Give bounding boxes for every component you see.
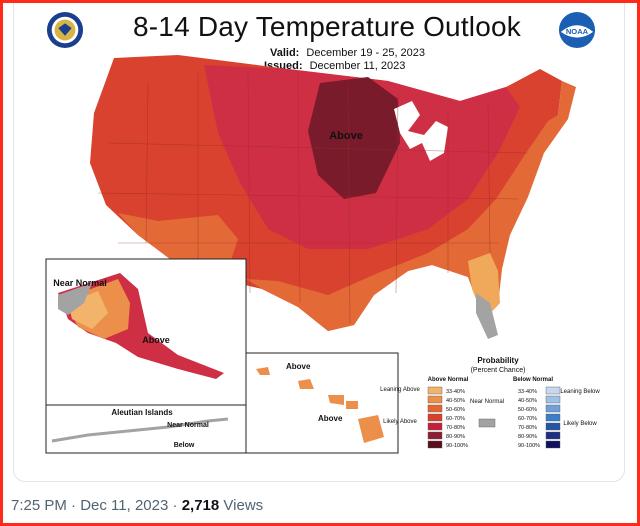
legend-above-swatch	[427, 413, 443, 422]
forecast-map: Above Near Normal Above Aleutian Islands…	[45, 55, 600, 454]
legend-below-range: 80-90%	[518, 434, 537, 440]
valid-value: December 19 - 25, 2023	[306, 47, 426, 59]
legend-below-swatch	[545, 395, 561, 404]
label-above-hi-1: Above	[286, 362, 311, 371]
legend-above-header: Above Normal	[428, 377, 469, 383]
separator-dot: ·	[71, 497, 77, 514]
legend-below-range: 33-40%	[518, 389, 537, 395]
legend-below-swatch	[545, 386, 561, 395]
legend-above-range: 70-80%	[446, 425, 465, 431]
florida-near-normal	[476, 293, 498, 339]
legend-above-swatch	[427, 395, 443, 404]
legend-below-range: 40-50%	[518, 398, 537, 404]
southwest-zone-40-50	[118, 213, 238, 269]
legend-below-swatch	[545, 404, 561, 413]
legend-above-range: 90-100%	[446, 443, 468, 449]
legend-below-swatch	[545, 413, 561, 422]
legend-leaning-above: Leaning Above	[380, 387, 420, 393]
alaska-near-normal	[58, 283, 92, 315]
views-label[interactable]: Views	[223, 497, 264, 514]
legend-likely-above: Likely Above	[383, 419, 417, 425]
conus-zone-80-90	[308, 77, 400, 199]
outlook-map-image[interactable]: NOAA 8-14 Day Temperature Outlook Valid:…	[28, 3, 624, 469]
aleutian-chain	[51, 417, 229, 443]
legend-title: Probability	[477, 356, 519, 365]
svg-text:NOAA: NOAA	[566, 27, 589, 36]
valid-line: Valid: December 19 - 25, 2023	[270, 47, 425, 59]
post-time[interactable]: 7:25 PM	[11, 497, 67, 514]
legend-below-swatch	[545, 422, 561, 431]
label-aleutian: Aleutian Islands	[111, 408, 173, 417]
conus-zone-33-40	[468, 253, 500, 319]
label-above-main: Above	[329, 130, 363, 142]
legend-above-swatch	[427, 440, 443, 449]
legend-above-swatch	[427, 404, 443, 413]
legend-above-range: 80-90%	[446, 434, 465, 440]
legend-below-range: 60-70%	[518, 416, 537, 422]
great-lakes	[394, 101, 448, 161]
issued-value: December 11, 2023	[309, 60, 406, 72]
post-date[interactable]: Dec 11, 2023	[80, 497, 169, 514]
map-title: 8-14 Day Temperature Outlook	[133, 11, 521, 42]
label-above-hi-2: Above	[318, 414, 343, 423]
valid-label: Valid:	[270, 47, 300, 59]
post-card: NOAA 8-14 Day Temperature Outlook Valid:…	[13, 3, 625, 482]
legend-below-range: 70-80%	[518, 425, 537, 431]
legend-subtitle: (Percent Chance)	[471, 367, 526, 374]
separator-dot: ·	[172, 497, 178, 514]
noaa-logo-icon: NOAA	[558, 11, 596, 49]
legend-above-swatch	[427, 386, 443, 395]
legend-leaning-below: Leaning Below	[560, 389, 600, 395]
hawaii-islands	[256, 367, 384, 443]
state-lines	[97, 72, 529, 324]
legend-above-swatch	[427, 431, 443, 440]
label-near-normal-al: Near Normal	[167, 422, 209, 429]
label-near-normal-ak: Near Normal	[53, 278, 107, 288]
legend-near-normal: Near Normal	[470, 399, 504, 405]
legend-above-range: 60-70%	[446, 416, 465, 422]
label-above-ak: Above	[142, 335, 170, 345]
legend-above-swatch	[427, 422, 443, 431]
legend: Probability (Percent Chance) Above Norma…	[380, 356, 600, 449]
legend-below-swatch	[545, 431, 561, 440]
views-count: 2,718	[181, 497, 220, 514]
legend-near-swatch	[478, 418, 496, 428]
commerce-seal-icon	[46, 11, 84, 49]
legend-above-range: 33-40%	[446, 389, 465, 395]
issued-line: Issued: December 11, 2023	[264, 60, 405, 72]
legend-below-range: 90-100%	[518, 443, 540, 449]
label-below-al: Below	[174, 442, 195, 449]
legend-below-swatch	[545, 440, 561, 449]
legend-above-range: 40-50%	[446, 398, 465, 404]
legend-below-header: Below Normal	[513, 377, 553, 383]
legend-above-range: 50-60%	[446, 407, 465, 413]
post-metadata: 7:25 PM · Dec 11, 2023 · 2,718 Views	[11, 497, 263, 514]
legend-below-range: 50-60%	[518, 407, 537, 413]
legend-likely-below: Likely Below	[563, 421, 597, 427]
